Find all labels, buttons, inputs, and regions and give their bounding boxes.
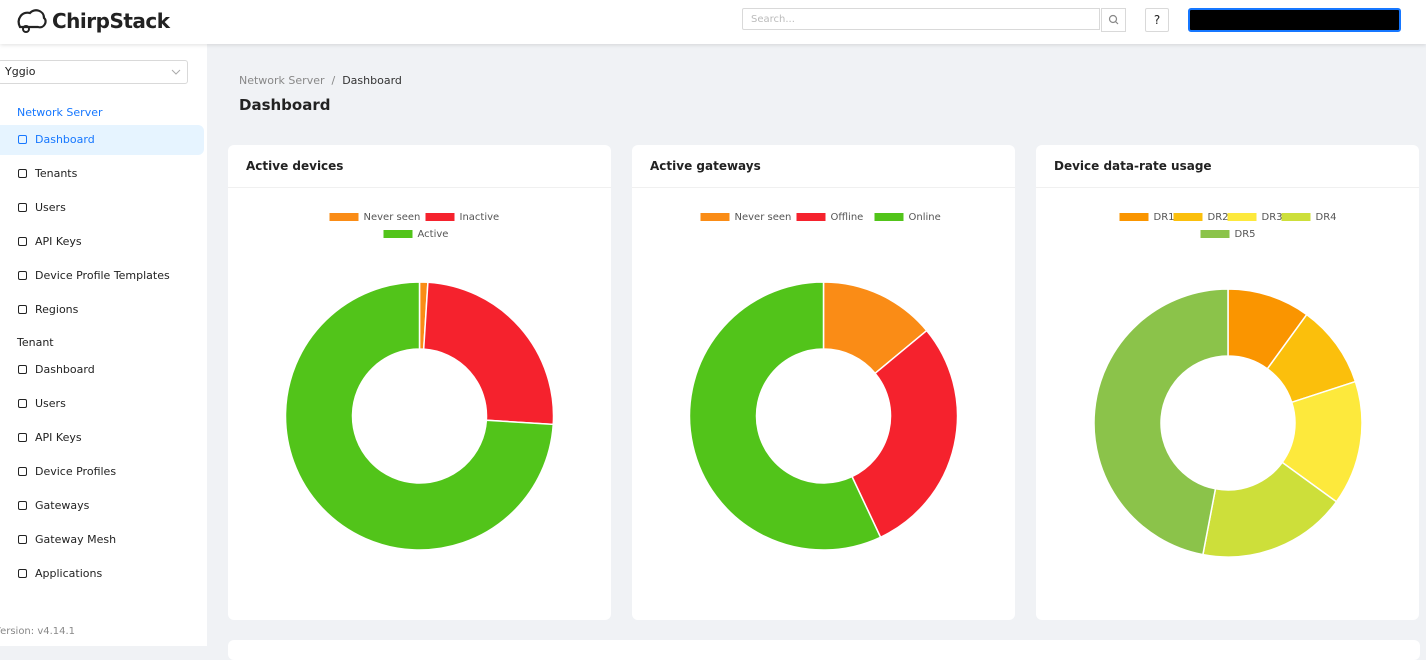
legend-label: DR3 [1262,212,1283,223]
legend-label: Never seen [364,212,421,223]
menu-icon [18,135,27,144]
tenant-name: Yggio [5,65,36,78]
menu-icon [18,305,27,314]
legend-swatch [1200,230,1230,238]
menu-icon [18,203,27,212]
menu-icon [18,501,27,510]
sidebar: Yggio Version: v4.14.1 Network Server Das… [0,44,207,646]
pie-slice [284,281,555,551]
legend-swatch [383,230,413,238]
menu-icon [18,399,27,408]
chart: DR1 DR2 DR3 DR4 DR5 [1093,212,1363,558]
pie-slice [1093,288,1229,556]
menu-item[interactable]: Gateway Mesh [0,525,204,555]
search-input[interactable]: Search... [742,8,1100,30]
legend-label: DR1 [1154,212,1175,223]
menu-icon [18,535,27,544]
menu-item[interactable]: Device Profile Templates [0,261,204,291]
breadcrumb-link[interactable]: Network Server [239,74,325,87]
menu-item[interactable]: Device Profiles [0,457,204,487]
card: Active devices Never seen Inactive Active [228,145,611,620]
card [228,640,1420,660]
menu-icon [18,569,27,578]
menu-icon [18,169,27,178]
legend-label: Active [418,229,449,240]
legend-swatch [1173,213,1203,221]
chart: Never seen Inactive Active [284,212,555,551]
legend-label: DR5 [1235,229,1256,240]
header: ChirpStack Search... ? [0,0,1426,44]
version: Version: v4.14.1 [0,626,76,637]
legend-swatch [700,213,730,221]
menu-item[interactable]: Tenants [0,159,204,189]
card: Device data-rate usage DR1 DR2 DR3 DR4 DR5 [1036,145,1419,620]
legend-label: Online [909,212,941,223]
section-title: Network Server [17,106,103,119]
page-title: Dashboard [239,96,331,114]
tenant-select[interactable]: Yggio [0,60,188,84]
chevron [171,69,181,75]
pie-slice [851,329,959,539]
legend-swatch [329,213,359,221]
legend-swatch [1227,213,1257,221]
menu-item[interactable]: API Keys [0,423,204,453]
search-icon [1108,14,1119,25]
legend-label: Inactive [460,212,500,223]
menu-icon [18,237,27,246]
search-button[interactable] [1101,8,1126,32]
legend-label: DR4 [1316,212,1337,223]
card: Active gateways Never seen Offline Online [632,145,1015,620]
logo [17,9,47,33]
menu-item[interactable]: Regions [0,295,204,325]
help-button[interactable]: ? [1145,8,1169,32]
legend-swatch [1281,213,1311,221]
menu-icon [18,365,27,374]
menu-icon [18,271,27,280]
legend-swatch [796,213,826,221]
menu-icon [18,467,27,476]
menu-item[interactable]: Applications [0,559,204,589]
legend-swatch [874,213,904,221]
card-title: Active gateways [632,145,1015,188]
menu-icon [18,433,27,442]
legend-label: Offline [831,212,864,223]
pie-slice [422,281,555,426]
menu-item[interactable]: API Keys [0,227,204,257]
pie-slice [688,281,882,551]
user-menu[interactable] [1188,8,1401,32]
breadcrumb: Network Server / Dashboard [239,74,402,87]
legend-label: Never seen [735,212,792,223]
menu-item[interactable]: Gateways [0,491,204,521]
card-title: Device data-rate usage [1036,145,1419,188]
legend-swatch [425,213,455,221]
legend-label: DR2 [1208,212,1229,223]
menu-item[interactable]: Dashboard [0,125,204,155]
card-title: Active devices [228,145,611,188]
brand: ChirpStack [52,9,170,33]
legend-swatch [1119,213,1149,221]
breadcrumb-current: Dashboard [342,74,402,87]
menu-item[interactable]: Dashboard [0,355,204,385]
menu-item[interactable]: Users [0,193,204,223]
section-title: Tenant [17,336,54,349]
menu-item[interactable]: Users [0,389,204,419]
chart: Never seen Offline Online [688,212,959,551]
